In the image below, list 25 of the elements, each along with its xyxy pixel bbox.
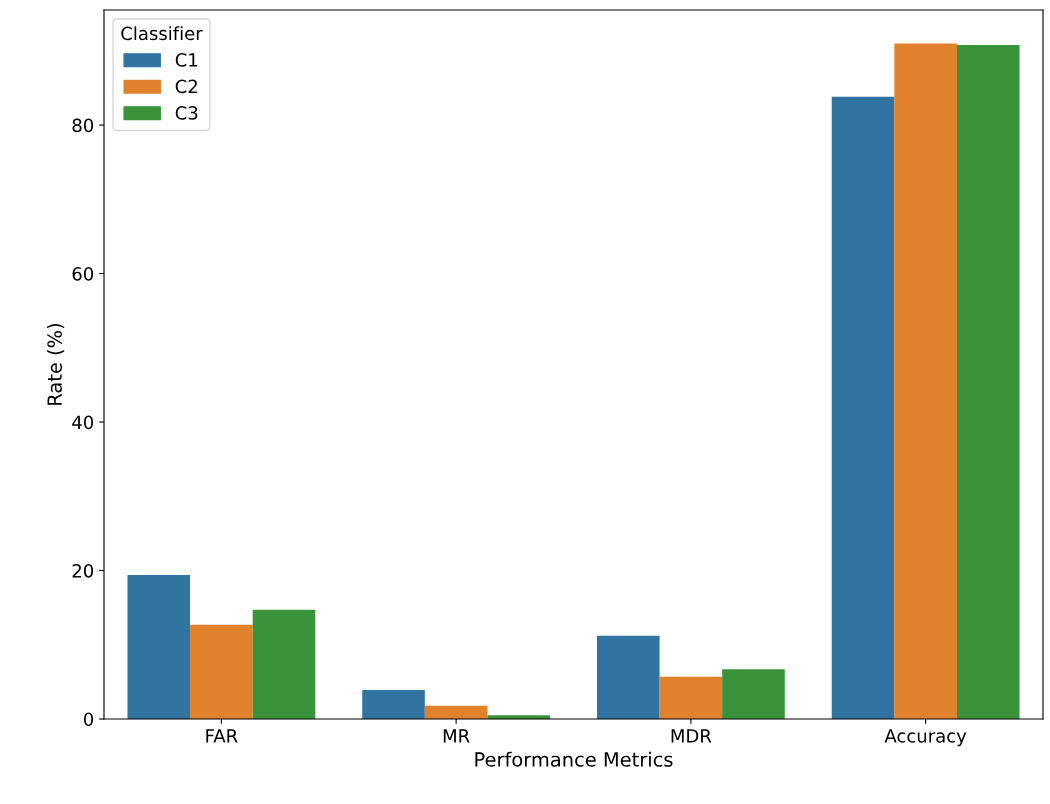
- bar: [190, 624, 253, 719]
- legend-label: C1: [175, 53, 198, 67]
- y-axis-title: Rate (%): [46, 323, 65, 405]
- bar: [956, 44, 1020, 719]
- legend-label: C3: [175, 106, 198, 120]
- y-tick-label: 60: [72, 267, 94, 281]
- y-tick-label: 20: [72, 563, 94, 578]
- bar: [362, 690, 425, 719]
- legend-label: C2: [175, 79, 197, 94]
- bar: [894, 43, 957, 719]
- x-tick-label: MR: [443, 729, 470, 743]
- x-tick-label: MDR: [671, 729, 712, 743]
- bar: [127, 574, 191, 719]
- bar: [659, 676, 723, 719]
- y-tick-label: 40: [72, 415, 94, 430]
- bar: [596, 635, 660, 719]
- x-tick-label: Accuracy: [884, 729, 967, 747]
- y-tick-label: 0: [83, 712, 94, 727]
- x-tick-label: FAR: [206, 729, 238, 743]
- bar: [252, 609, 316, 719]
- bar: [722, 669, 785, 719]
- legend-title: Classifier: [121, 26, 203, 41]
- y-tick-label: 80: [72, 118, 94, 133]
- bar: [831, 96, 895, 719]
- x-axis-title: Performance Metrics: [475, 751, 673, 767]
